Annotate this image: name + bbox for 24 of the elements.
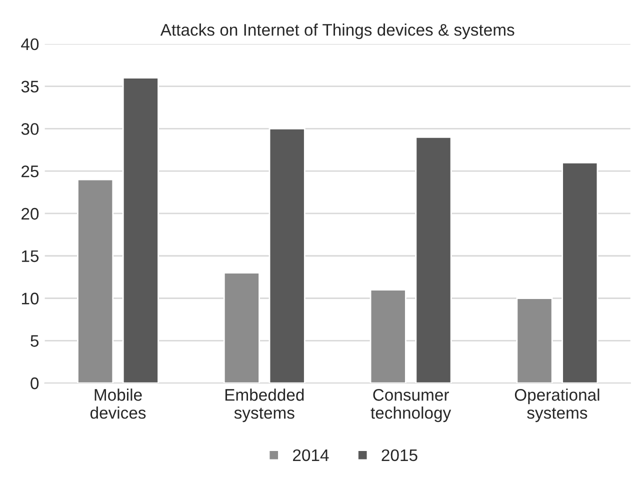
bar <box>77 178 114 384</box>
chart-title: Attacks on Internet of Things devices & systems <box>160 24 514 40</box>
bar <box>516 298 553 384</box>
y-tick-label: 20 <box>22 208 39 220</box>
bar <box>268 128 306 384</box>
x-tick-label: Embedded systems <box>225 388 304 422</box>
x-tick-label: Consumer technology <box>370 389 452 422</box>
x-tick-label: Mobile devices <box>90 388 146 419</box>
legend-label: 2015 <box>382 449 418 462</box>
bar <box>562 162 598 384</box>
y-tick-label: 35 <box>21 80 39 93</box>
y-tick-label: 0 <box>30 377 39 390</box>
y-tick-label: 15 <box>22 250 39 262</box>
y-tick-label: 5 <box>30 335 39 347</box>
y-tick-label: 30 <box>21 123 39 135</box>
x-tick-label: Operational systems <box>514 388 600 422</box>
bar <box>370 289 406 384</box>
bar <box>223 272 260 384</box>
y-tick-label: 40 <box>21 38 39 50</box>
legend-label: 2014 <box>293 449 329 462</box>
y-tick-label: 25 <box>22 166 39 178</box>
y-tick-label: 10 <box>22 292 39 304</box>
bar <box>415 136 452 384</box>
bar <box>122 77 159 384</box>
